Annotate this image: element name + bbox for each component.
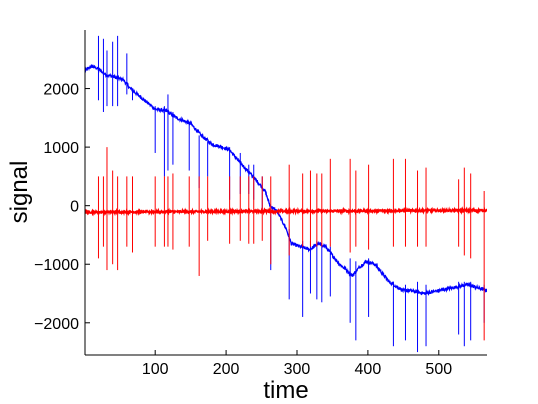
y-tick-label: 1000 — [43, 140, 79, 157]
series-line — [85, 64, 487, 296]
y-axis-ticks: −2000 −1000 0 1000 2000 — [34, 82, 90, 333]
x-axis-label: time — [263, 377, 308, 404]
x-axis-ticks: 100 200 300 400 500 — [142, 350, 452, 378]
x-tick-label: 100 — [142, 361, 169, 378]
y-tick-label: −2000 — [34, 316, 79, 333]
x-tick-label: 200 — [213, 361, 240, 378]
y-tick-label: −1000 — [34, 257, 79, 274]
series-line — [85, 206, 487, 217]
y-tick-label: 2000 — [43, 82, 79, 99]
y-tick-label: 0 — [70, 199, 79, 216]
x-tick-label: 300 — [284, 361, 311, 378]
series-red — [85, 147, 487, 341]
y-axis-label: signal — [6, 161, 33, 224]
series-blue — [85, 35, 487, 353]
x-tick-label: 500 — [425, 361, 452, 378]
x-tick-label: 400 — [355, 361, 382, 378]
series-layer — [85, 35, 487, 353]
